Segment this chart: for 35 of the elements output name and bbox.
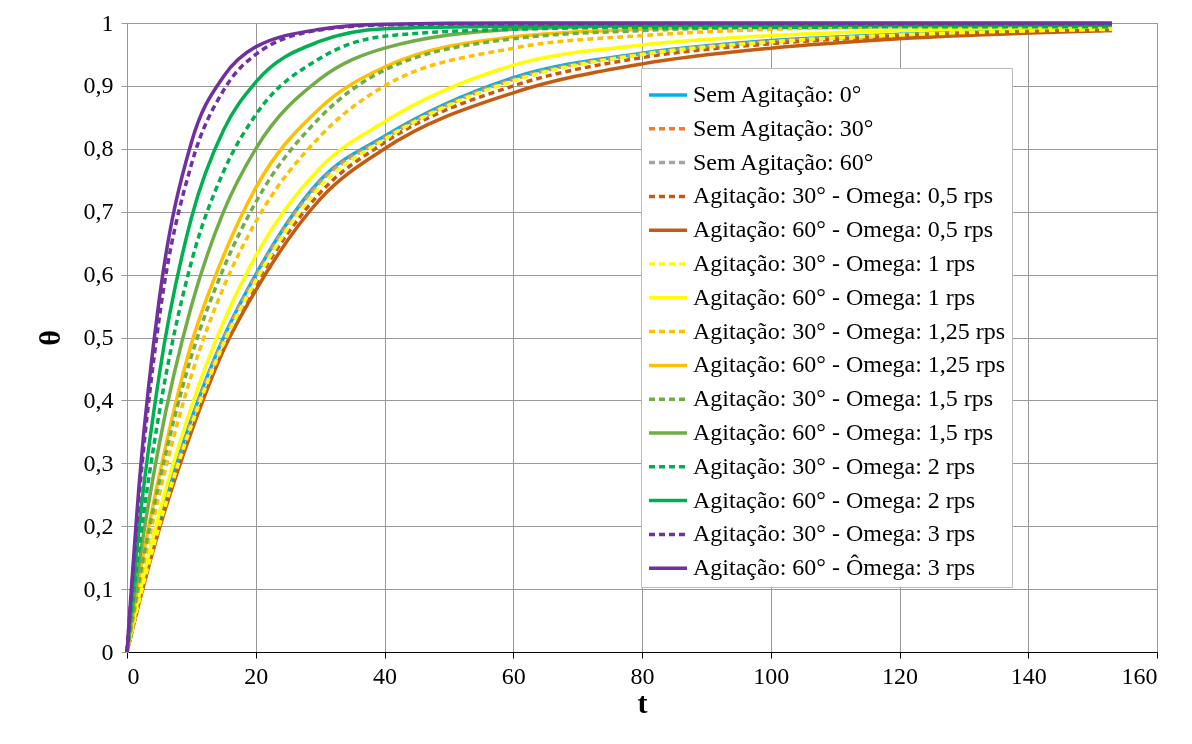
legend-label: Agitação: 60° - Omega: 2 rps — [693, 486, 976, 513]
legend-label: Agitação: 30° - Omega: 1,25 rps — [693, 317, 1006, 344]
legend-label: Agitação: 30° - Omega: 3 rps — [693, 520, 976, 547]
legend-label: Sem Agitação: 30° — [693, 114, 874, 141]
y-tick-label: 0,5 — [83, 324, 114, 350]
legend-label: Agitação: 30° - Omega: 2 rps — [693, 452, 976, 479]
y-tick-label: 1 — [101, 9, 114, 36]
legend-label: Agitação: 30° - Omega: 1,5 rps — [693, 385, 994, 412]
y-tick-label: 0,1 — [83, 575, 114, 602]
x-tick-label: 40 — [373, 662, 397, 689]
y-axis-title: θ — [32, 330, 66, 346]
legend-label: Sem Agitação: 60° — [693, 148, 874, 175]
x-tick-label: 140 — [1010, 662, 1047, 689]
legend-label: Agitação: 60° - Omega: 1,25 rps — [693, 351, 1006, 378]
legend-label: Agitação: 60° - Omega: 1 rps — [693, 283, 976, 310]
legend-label: Agitação: 30° - Omega: 1 rps — [693, 250, 976, 276]
y-tick-label: 0,9 — [83, 72, 114, 99]
x-tick-label: 20 — [244, 662, 269, 689]
legend-label: Agitação: 60° - Omega: 1,5 rps — [693, 419, 994, 445]
x-tick-label: 60 — [501, 662, 526, 689]
legend-label: Agitação: 60° - Ômega: 3 rps — [693, 554, 976, 581]
y-tick-label: 0,3 — [83, 449, 114, 476]
y-tick-label: 0 — [101, 638, 114, 665]
y-tick-label: 0,6 — [83, 261, 114, 288]
y-tick-label: 0,8 — [83, 135, 114, 162]
legend-label: Agitação: 30° - Omega: 0,5 rps — [693, 182, 994, 209]
x-tick-label: 0 — [127, 662, 140, 689]
x-tick-label: 120 — [882, 662, 918, 689]
x-tick-label: 160 — [1121, 662, 1158, 689]
legend-label: Sem Agitação: 0° — [693, 81, 862, 107]
y-tick-label: 0,7 — [83, 198, 114, 225]
legend-label: Agitação: 60° - Omega: 0,5 rps — [693, 216, 994, 243]
x-tick-label: 100 — [753, 662, 790, 689]
y-tick-label: 0,4 — [83, 386, 114, 413]
y-tick-label: 0,2 — [83, 512, 114, 539]
